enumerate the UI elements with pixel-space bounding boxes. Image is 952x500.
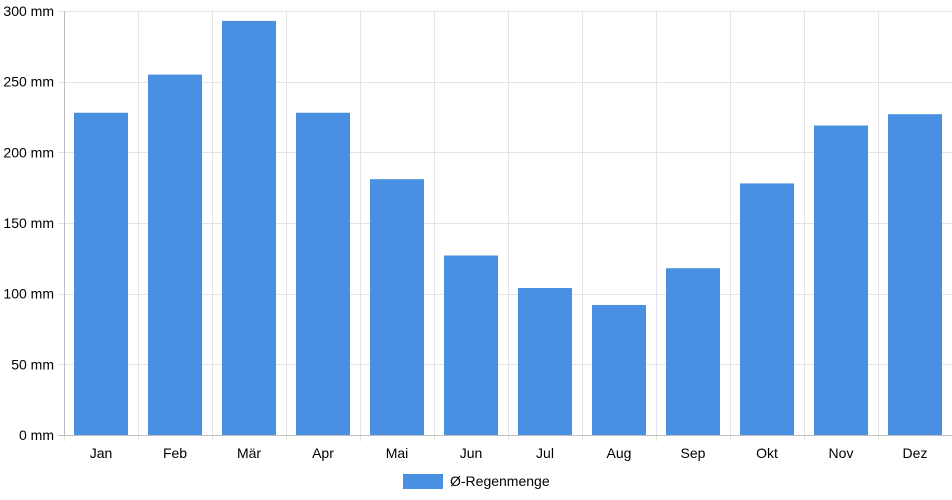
legend[interactable]: Ø-Regenmenge <box>403 473 550 489</box>
x-tick-label: Nov <box>829 445 854 461</box>
x-tick-label: Aug <box>607 445 632 461</box>
grid-lines <box>58 11 952 441</box>
axes <box>58 11 952 436</box>
x-tick-label: Mai <box>386 445 409 461</box>
legend-label[interactable]: Ø-Regenmenge <box>450 473 550 489</box>
bar-jun[interactable] <box>444 255 498 435</box>
x-tick-label: Feb <box>163 445 187 461</box>
y-tick-label: 50 mm <box>11 356 54 372</box>
bar-feb[interactable] <box>148 74 202 435</box>
x-tick-label: Jun <box>460 445 483 461</box>
x-tick-label: Jan <box>90 445 113 461</box>
bar-nov[interactable] <box>814 125 868 435</box>
bar-apr[interactable] <box>296 112 350 435</box>
x-tick-label: Apr <box>312 445 334 461</box>
x-tick-label: Okt <box>756 445 778 461</box>
legend-swatch[interactable] <box>403 474 443 489</box>
bars-group <box>74 20 942 435</box>
bar-dez[interactable] <box>888 114 942 435</box>
bar-jul[interactable] <box>518 288 572 435</box>
x-axis-tick-labels: Jan Feb Mär Apr Mai Jun Jul Aug Sep Okt Nov Dez <box>90 445 928 461</box>
y-axis-tick-labels: 0 mm 50 mm 100 mm 150 mm 200 mm 250 mm 300 mm <box>3 3 54 443</box>
bar-jan[interactable] <box>74 112 128 435</box>
bar-mai[interactable] <box>370 179 424 435</box>
x-tick-label: Sep <box>681 445 706 461</box>
y-tick-label: 300 mm <box>3 3 54 19</box>
y-tick-label: 250 mm <box>3 74 54 90</box>
x-tick-label: Mär <box>237 445 261 461</box>
y-tick-label: 0 mm <box>19 427 54 443</box>
y-tick-label: 100 mm <box>3 286 54 302</box>
bar-sep[interactable] <box>666 268 720 435</box>
y-tick-label: 150 mm <box>3 215 54 231</box>
bar-mär[interactable] <box>222 20 276 435</box>
bar-okt[interactable] <box>740 183 794 435</box>
y-tick-label: 200 mm <box>3 144 54 160</box>
bar-aug[interactable] <box>592 304 646 435</box>
x-tick-label: Dez <box>903 445 928 461</box>
x-tick-label: Jul <box>536 445 554 461</box>
